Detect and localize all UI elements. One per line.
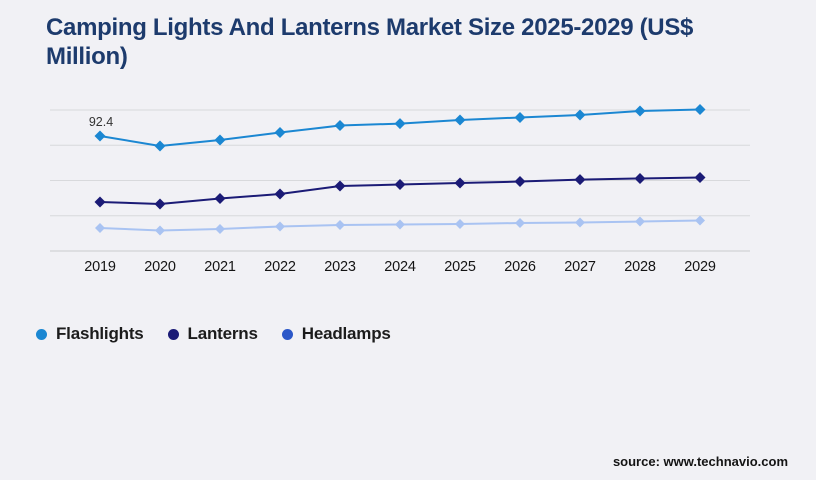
- flashlights-marker-2021: [214, 134, 226, 146]
- lanterns-marker-2020: [154, 198, 166, 210]
- flashlights-marker-2029: [694, 104, 706, 116]
- lanterns-marker-2027: [574, 174, 586, 186]
- legend-item-flashlights[interactable]: Flashlights: [36, 324, 144, 344]
- headlamps-marker-2024: [395, 219, 405, 230]
- lanterns-marker-2022: [274, 188, 286, 200]
- x-axis-label-2029: 2029: [684, 259, 716, 275]
- headlamps-legend-label: Headlamps: [301, 324, 391, 343]
- headlamps-legend-dot-icon: [281, 328, 293, 340]
- flashlights-marker-2019: [94, 130, 106, 142]
- legend-item-lanterns[interactable]: Lanterns: [167, 324, 258, 344]
- headlamps-marker-2020: [155, 225, 165, 236]
- flashlights-marker-2020: [154, 140, 166, 152]
- flashlights-marker-2025: [454, 114, 466, 126]
- lanterns-marker-2025: [454, 177, 466, 189]
- flashlights-marker-2023: [334, 120, 346, 132]
- headlamps-marker-2021: [215, 223, 225, 234]
- lanterns-legend-dot-icon: [167, 328, 179, 340]
- headlamps-marker-2023: [335, 219, 345, 230]
- flashlights-data-label: 92.4: [89, 115, 113, 129]
- flashlights-marker-2024: [394, 118, 406, 130]
- lanterns-marker-2026: [514, 176, 526, 188]
- x-axis-label-2024: 2024: [384, 259, 416, 275]
- x-axis-label-2023: 2023: [324, 259, 356, 275]
- x-axis-label-2027: 2027: [564, 259, 596, 275]
- lanterns-marker-2029: [694, 171, 706, 183]
- x-axis-label-2022: 2022: [264, 259, 296, 275]
- headlamps-marker-2029: [695, 215, 705, 226]
- headlamps-marker-2025: [455, 218, 465, 229]
- lanterns-legend-label: Lanterns: [187, 324, 258, 343]
- lanterns-marker-2028: [634, 172, 646, 184]
- flashlights-marker-2026: [514, 111, 526, 123]
- x-axis-label-2019: 2019: [84, 259, 116, 275]
- headlamps-marker-2027: [575, 217, 585, 228]
- x-axis-label-2020: 2020: [144, 259, 176, 275]
- chart-legend: Flashlights Lanterns Headlamps: [36, 324, 391, 344]
- headlamps-marker-2026: [515, 217, 525, 228]
- lanterns-marker-2021: [214, 192, 226, 204]
- lanterns-marker-2024: [394, 179, 406, 191]
- chart-title: Camping Lights And Lanterns Market Size …: [46, 14, 694, 70]
- flashlights-marker-2027: [574, 109, 586, 121]
- source-attribution: source: www.technavio.com: [612, 454, 788, 469]
- x-axis-label-2026: 2026: [504, 259, 536, 275]
- x-axis-label-2028: 2028: [624, 259, 656, 275]
- market-size-line-chart: 92.4 2019 2020 2021 2022 2023 2024 2025 2026 2027…: [50, 104, 750, 275]
- legend-item-headlamps[interactable]: Headlamps: [281, 324, 391, 344]
- flashlights-marker-2022: [274, 127, 286, 139]
- flashlights-legend-label: Flashlights: [56, 324, 144, 343]
- headlamps-marker-2028: [635, 216, 645, 227]
- headlamps-marker-2019: [95, 222, 105, 233]
- x-axis-label-2021: 2021: [204, 259, 236, 275]
- lanterns-marker-2023: [334, 180, 346, 192]
- lanterns-marker-2019: [94, 196, 106, 208]
- x-axis-label-2025: 2025: [444, 259, 476, 275]
- headlamps-marker-2022: [275, 221, 285, 232]
- flashlights-legend-dot-icon: [36, 328, 47, 340]
- flashlights-marker-2028: [634, 105, 646, 117]
